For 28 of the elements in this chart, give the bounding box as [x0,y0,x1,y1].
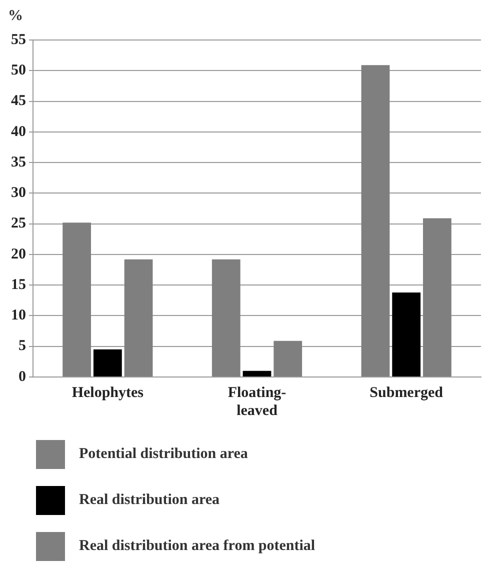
bar [124,259,153,376]
y-tick-label: 5 [18,338,26,354]
y-tick-label: 40 [11,124,26,140]
bar [423,218,452,376]
y-tick-label: 10 [11,308,26,324]
y-tick-label: 55 [11,32,26,48]
bar [93,349,122,376]
bar [242,370,272,376]
bar [212,259,240,376]
y-tick-label: 0 [18,368,26,385]
bar [62,222,91,376]
bar [392,292,421,376]
y-tick-label: 25 [11,216,26,232]
legend-label: Potential distribution area [79,446,248,462]
y-tick-label: 15 [11,276,26,293]
legend-label: Real distribution area from potential [79,538,316,554]
y-tick-label: 45 [11,93,26,110]
y-tick-label: 30 [11,185,26,202]
bar [274,340,302,376]
x-tick-label: Submerged [370,384,444,401]
y-tick-label: 35 [11,154,26,170]
x-tick-label: Helophytes [72,384,144,401]
x-tick-label: Floating-leaved [228,384,286,419]
legend-label: Real distribution area [79,492,220,508]
y-tick-label: 50 [11,62,26,79]
y-tick-label: 20 [11,246,26,262]
y-axis-title: % [8,8,24,26]
bar [361,65,390,376]
